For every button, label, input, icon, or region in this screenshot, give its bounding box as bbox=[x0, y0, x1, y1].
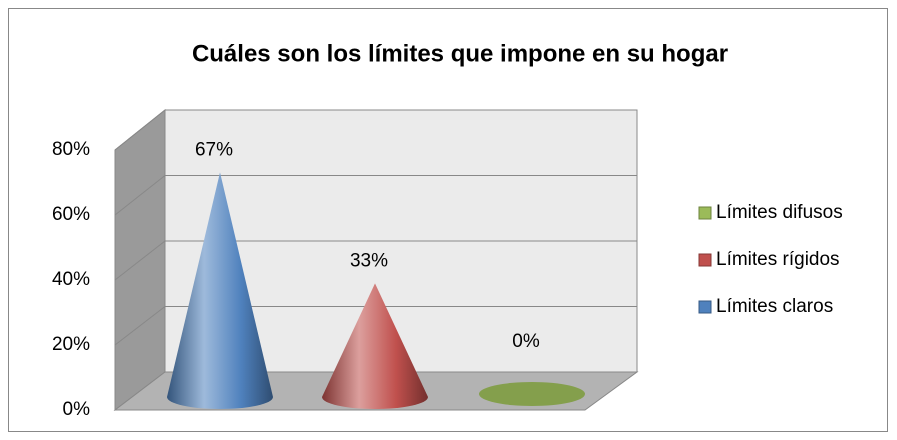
legend-label: Límites rígidos bbox=[716, 249, 840, 270]
y-tick-label: 60% bbox=[52, 204, 90, 225]
cone bbox=[479, 382, 585, 406]
grid-line bbox=[114, 240, 637, 281]
legend-swatch bbox=[698, 253, 712, 267]
grid-line bbox=[114, 175, 637, 216]
legend-label: Límites difusos bbox=[716, 202, 843, 223]
y-tick-label: 80% bbox=[52, 139, 90, 160]
y-tick-label: 40% bbox=[52, 269, 90, 290]
cone bbox=[167, 172, 273, 409]
legend-label: Límites claros bbox=[716, 296, 833, 317]
grid-line bbox=[114, 306, 637, 346]
chart-title: Cuáles son los límites que impone en su … bbox=[192, 40, 728, 67]
value-label: 0% bbox=[512, 331, 540, 352]
value-label: 33% bbox=[350, 250, 388, 271]
y-tick-label: 20% bbox=[52, 334, 90, 355]
cone bbox=[322, 283, 428, 409]
legend-swatch bbox=[698, 300, 712, 314]
legend-swatch bbox=[698, 206, 712, 220]
y-tick-label: 0% bbox=[63, 399, 91, 420]
grid-line bbox=[114, 109, 637, 151]
value-label: 67% bbox=[195, 139, 233, 160]
